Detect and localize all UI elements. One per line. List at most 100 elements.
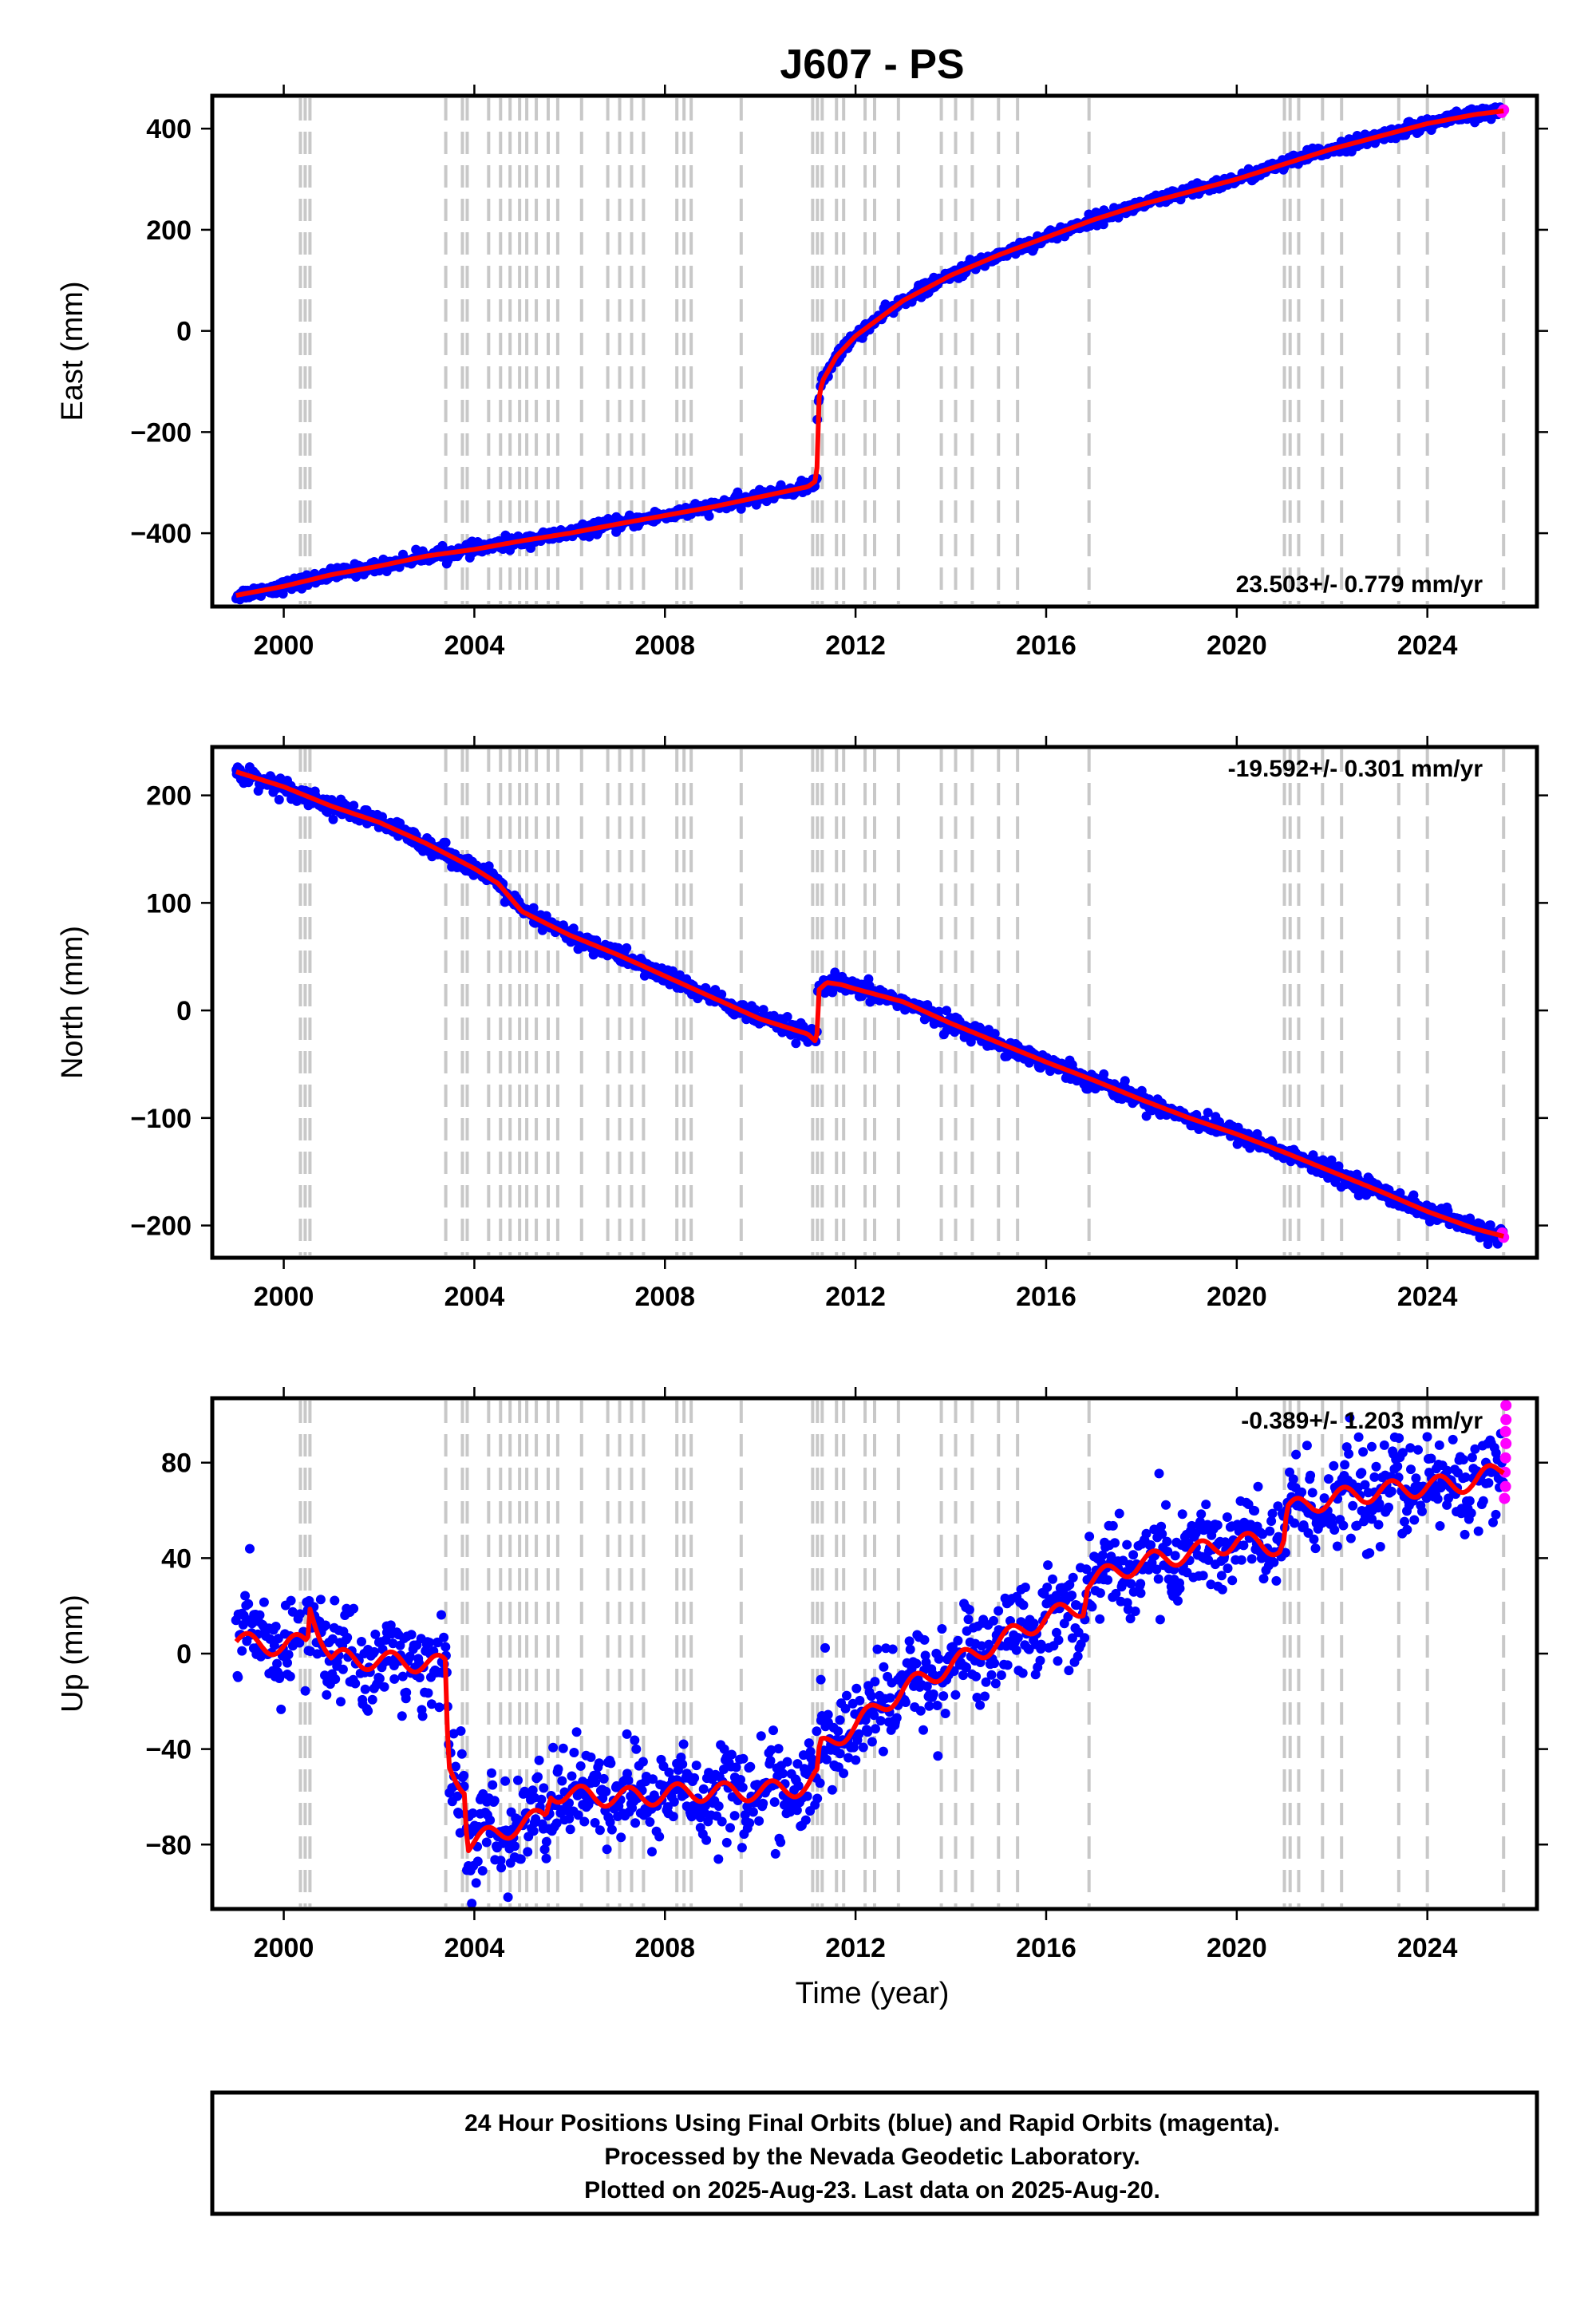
up-data-point	[1297, 1487, 1307, 1497]
up-data-point	[854, 1729, 864, 1739]
up-data-point	[477, 1866, 488, 1876]
up-data-point	[654, 1832, 665, 1842]
up-data-point	[350, 1678, 361, 1689]
north-data-point	[750, 1005, 760, 1014]
north-x-tick-label: 2004	[444, 1282, 505, 1312]
up-data-point	[647, 1847, 657, 1857]
up-data-point	[835, 1715, 845, 1725]
up-data-point	[1170, 1551, 1180, 1561]
up-data-point	[1309, 1534, 1319, 1544]
up-data-point	[1136, 1579, 1146, 1589]
up-data-point	[989, 1615, 998, 1626]
up-data-point	[1246, 1554, 1257, 1564]
up-data-point	[827, 1784, 837, 1795]
up-data-point	[921, 1658, 931, 1668]
north-y-axis-label: North (mm)	[56, 926, 89, 1079]
up-data-point	[1126, 1579, 1136, 1589]
up-data-point	[1106, 1551, 1116, 1562]
north-y-tick-label: −200	[130, 1211, 192, 1242]
up-data-point	[870, 1677, 880, 1687]
up-rapid-orbit-points	[1499, 1399, 1512, 1504]
up-data-point	[840, 1703, 851, 1713]
up-data-point	[919, 1634, 930, 1645]
up-data-point	[533, 1772, 543, 1782]
north-y-tick-label: 0	[176, 996, 192, 1026]
up-data-point	[630, 1818, 641, 1828]
up-data-point	[237, 1646, 247, 1656]
up-data-point	[1198, 1571, 1208, 1581]
up-data-point	[1290, 1518, 1300, 1528]
north-data-point	[717, 990, 727, 999]
up-data-point	[1191, 1528, 1201, 1539]
up-data-point	[240, 1591, 251, 1601]
up-rapid-point	[1499, 1425, 1511, 1437]
up-data-point	[713, 1854, 724, 1864]
up-data-point	[1267, 1508, 1278, 1519]
up-data-point	[872, 1644, 883, 1654]
up-data-point	[405, 1651, 415, 1662]
up-data-point	[1310, 1543, 1321, 1554]
up-rapid-point	[1499, 1452, 1511, 1464]
north-plot-frame	[210, 745, 1539, 1260]
up-data-point	[737, 1843, 747, 1853]
up-data-point	[915, 1705, 926, 1716]
up-data-point	[994, 1606, 1004, 1616]
up-data-point	[1146, 1540, 1156, 1550]
up-data-point	[472, 1856, 483, 1867]
up-data-point	[1329, 1525, 1340, 1535]
up-data-point	[489, 1796, 500, 1806]
east-x-tick-label: 2024	[1397, 630, 1458, 661]
up-data-point	[851, 1683, 862, 1694]
east-event-lines	[298, 98, 1506, 604]
up-data-point	[1153, 1574, 1163, 1584]
up-data-point	[1095, 1614, 1105, 1624]
up-data-point	[557, 1776, 567, 1786]
up-data-point	[539, 1844, 550, 1855]
up-data-point	[905, 1644, 915, 1654]
up-data-point	[553, 1764, 563, 1774]
up-data-point	[448, 1729, 459, 1739]
up-data-point	[389, 1674, 400, 1684]
north-model-line	[235, 769, 1504, 1239]
up-data-point	[719, 1765, 729, 1774]
east-x-tick-label: 2004	[444, 630, 505, 661]
up-data-point	[668, 1812, 678, 1822]
up-data-point	[971, 1671, 982, 1682]
up-data-point	[1238, 1540, 1249, 1551]
north-x-tick-label: 2012	[825, 1282, 886, 1312]
up-data-point	[1065, 1579, 1075, 1590]
up-data-point	[745, 1761, 756, 1772]
up-data-point	[904, 1636, 915, 1646]
up-data-point	[1084, 1531, 1095, 1542]
up-data-point	[975, 1700, 986, 1710]
up-data-point	[1136, 1588, 1146, 1599]
up-data-point	[374, 1674, 385, 1684]
up-data-point	[1043, 1560, 1053, 1571]
up-data-point	[768, 1725, 778, 1736]
north-data-point	[349, 800, 359, 811]
up-data-point	[1344, 1448, 1354, 1459]
north-data-point	[966, 1037, 976, 1047]
up-data-point	[569, 1748, 579, 1757]
up-data-point	[1307, 1488, 1317, 1498]
up-data-point	[245, 1543, 255, 1554]
up-data-point	[866, 1691, 876, 1701]
up-data-point	[823, 1709, 833, 1720]
north-ticks: 2000 2004 2008 2012 2016 2020 2024 −200 −100 0 100…	[130, 736, 1548, 1312]
up-data-point	[878, 1746, 888, 1757]
up-data-point	[1303, 1528, 1314, 1538]
up-data-point	[1201, 1500, 1211, 1510]
up-data-point	[756, 1731, 766, 1741]
up-data-point	[1345, 1413, 1355, 1423]
north-rate-label: -19.592+/- 0.301 mm/yr	[1228, 756, 1483, 782]
up-data-point	[1405, 1443, 1416, 1453]
up-data-point	[1250, 1506, 1260, 1516]
up-data-point	[820, 1642, 830, 1653]
up-data-point	[363, 1705, 373, 1716]
east-data-point	[704, 511, 714, 521]
up-data-point	[360, 1684, 370, 1694]
up-data-point	[782, 1757, 792, 1767]
up-data-point	[591, 1777, 601, 1788]
up-data-point	[1196, 1509, 1207, 1520]
up-data-point	[272, 1658, 282, 1669]
